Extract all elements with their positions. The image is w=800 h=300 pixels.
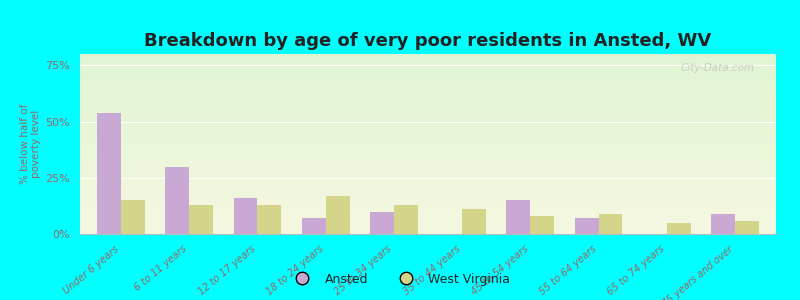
Bar [234,198,258,234]
Bar [302,218,326,234]
Bar [326,196,350,234]
Bar [166,167,189,234]
Bar [506,200,530,234]
Legend: Ansted, West Virginia: Ansted, West Virginia [285,268,515,291]
Bar [189,205,213,234]
Title: Breakdown by age of very poor residents in Ansted, WV: Breakdown by age of very poor residents … [144,32,712,50]
Bar [735,220,759,234]
Bar [667,223,690,234]
Bar [370,212,394,234]
Bar [598,214,622,234]
Bar [574,218,598,234]
Bar [462,209,486,234]
Bar [394,205,418,234]
Text: City-Data.com: City-Data.com [681,63,755,73]
Y-axis label: % below half of
poverty level: % below half of poverty level [20,104,42,184]
Bar [121,200,145,234]
Bar [97,112,121,234]
Bar [711,214,735,234]
Bar [258,205,282,234]
Bar [530,216,554,234]
